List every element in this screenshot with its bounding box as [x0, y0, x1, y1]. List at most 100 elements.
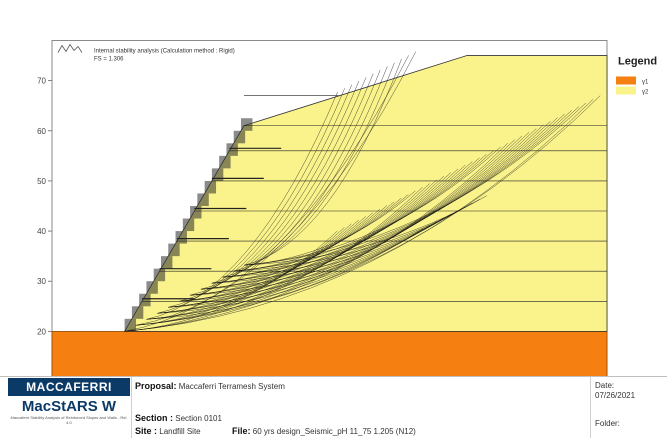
- slip-surface: [244, 195, 487, 266]
- face-unit: [160, 256, 173, 269]
- face-unit: [146, 281, 158, 294]
- slip-surface: [233, 199, 480, 272]
- section-value: Section 0101: [175, 414, 222, 423]
- site-value: Landfill Site: [159, 427, 201, 436]
- proposal-field: Proposal: Maccaferri Terramesh System: [135, 381, 285, 391]
- slip-surface: [124, 143, 509, 332]
- slip-surface: [124, 99, 594, 332]
- slip-surface: [135, 51, 416, 326]
- face-unit: [226, 143, 238, 156]
- legend-label-fill: γ2: [642, 90, 649, 96]
- file-label: File:: [232, 426, 251, 436]
- site-label: Site :: [135, 426, 158, 436]
- y-tick-label: 50: [37, 177, 46, 186]
- folder-label: Folder:: [595, 419, 620, 428]
- section-label: Section :: [135, 413, 174, 423]
- slip-surface: [222, 154, 487, 278]
- slip-surface: [211, 206, 466, 284]
- slip-surface: [200, 161, 473, 290]
- y-tick-label: 20: [37, 327, 46, 336]
- divider: [590, 377, 591, 438]
- slip-surface: [157, 132, 530, 314]
- y-tick-label: 30: [37, 277, 46, 286]
- slip-surface: [135, 139, 516, 326]
- slip-surface: [179, 80, 360, 302]
- slip-surface: [200, 117, 558, 290]
- proposal-value: Maccaferri Terramesh System: [178, 382, 285, 391]
- slip-surface: [124, 55, 409, 332]
- slip-surface: [211, 113, 565, 284]
- legend-swatch-soil: [616, 76, 636, 85]
- slip-surface: [244, 146, 501, 266]
- face-unit: [153, 268, 166, 282]
- face-unit: [190, 205, 202, 219]
- slip-surface: [222, 110, 572, 278]
- slip-surface: [179, 168, 459, 302]
- title-block: MACCAFERRI MacStARS W Maccaferri Stabili…: [0, 376, 667, 438]
- face-unit: [204, 180, 217, 194]
- face-unit: [197, 193, 209, 206]
- slip-surface: [189, 208, 381, 296]
- face-unit: [139, 293, 151, 307]
- slip-surface: [200, 73, 374, 290]
- y-tick-label: 60: [37, 127, 46, 136]
- file-value: 60 yrs design_Seismic_pH 11_75 1.205 (N1…: [252, 427, 416, 436]
- divider: [131, 377, 132, 438]
- brand-logo: MACCAFERRI MacStARS W Maccaferri Stabili…: [8, 378, 130, 436]
- slip-surface: [222, 66, 388, 278]
- method-line-1: Internal stability analysis (Calculation…: [94, 49, 235, 55]
- slip-surface: [244, 102, 587, 266]
- slip-surface: [168, 128, 537, 308]
- proposal-label: Proposal:: [135, 381, 177, 391]
- slip-surface: [233, 106, 580, 272]
- brand-name: MACCAFERRI: [8, 378, 130, 396]
- folder-field: Folder:: [595, 419, 620, 428]
- slip-surface: [189, 164, 466, 296]
- slip-surface: [233, 150, 494, 272]
- slip-surface: [157, 88, 345, 314]
- face-unit: [168, 243, 180, 257]
- slip-surfaces: [124, 51, 601, 332]
- slip-surface: [189, 77, 367, 296]
- face-unit: [219, 155, 231, 169]
- file-field: File: 60 yrs design_Seismic_pH 11_75 1.2…: [232, 426, 416, 436]
- foundation-soil: [51, 331, 608, 377]
- slip-surface: [146, 91, 338, 320]
- slip-surface: [211, 69, 381, 284]
- product-name: MacStARS W: [21, 398, 117, 415]
- slip-surface: [146, 179, 437, 320]
- slip-surface: [211, 157, 480, 284]
- method-icon: [57, 43, 83, 53]
- face-unit: [124, 318, 137, 332]
- face-unit: [175, 231, 187, 244]
- slip-surface: [146, 223, 352, 320]
- y-tick-label: 70: [37, 77, 46, 86]
- legend-title: Legend: [618, 56, 657, 68]
- slip-surface: [222, 202, 473, 278]
- site-field: Site : Landfill Site: [135, 426, 201, 436]
- slip-surface: [168, 84, 353, 308]
- slip-surface: [179, 124, 544, 302]
- slip-surface: [146, 135, 523, 320]
- slip-surface: [124, 230, 338, 332]
- slip-surface: [135, 95, 601, 326]
- legend-swatch-fill: [616, 86, 636, 95]
- method-line-2: FS = 1.306: [94, 57, 124, 63]
- method-box: Internal stability analysis (Calculation…: [57, 43, 235, 63]
- slip-surface: [233, 62, 395, 272]
- face-unit: [182, 218, 195, 232]
- slip-surface: [157, 175, 445, 314]
- face-unit: [241, 118, 253, 131]
- date-value: 07/26/2021: [595, 391, 636, 400]
- face-unit: [233, 130, 246, 144]
- product-tagline: Maccaferri Stability Analysis of Reinfor…: [10, 415, 128, 425]
- y-tick-label: 40: [37, 227, 46, 236]
- legend-label-soil: γ1: [642, 80, 649, 86]
- slip-surface: [244, 58, 402, 266]
- slip-surface: [200, 210, 459, 290]
- section-field: Section : Section 0101: [135, 413, 222, 423]
- date-field: Date: 07/26/2021: [595, 381, 635, 401]
- slip-surface: [189, 121, 551, 296]
- legend: Legend γ1 γ2: [616, 56, 657, 96]
